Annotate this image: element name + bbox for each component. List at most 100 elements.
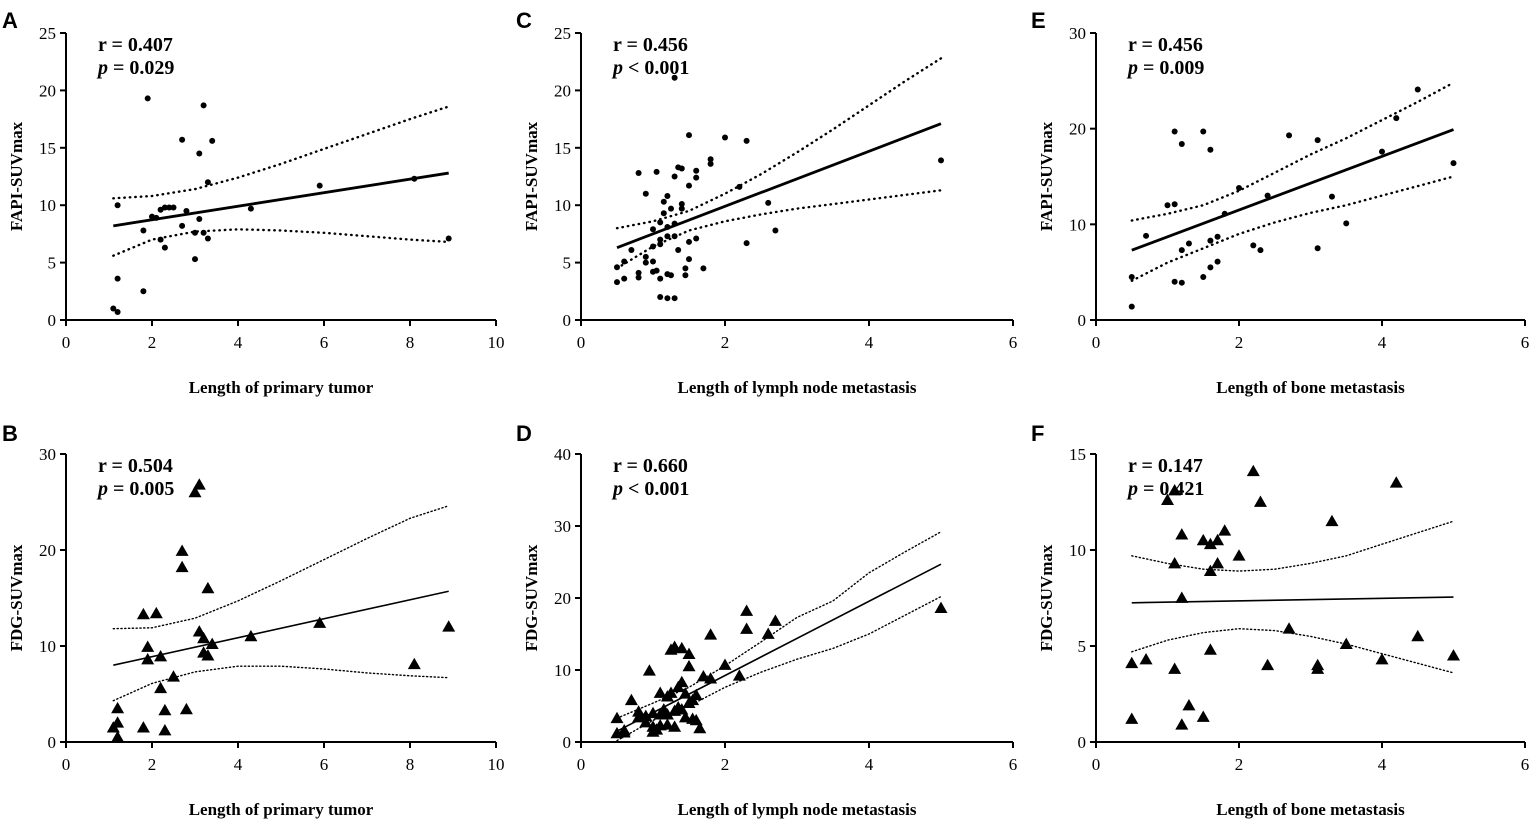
y-tick-label: 10 [554,661,571,680]
data-point-triangle [642,664,656,676]
data-point-triangle [1175,528,1189,540]
data-point [635,274,642,281]
x-tick-label: 0 [577,755,586,774]
data-point [671,74,678,81]
data-point-triangle [136,607,150,620]
data-point [657,236,664,243]
y-tick-label: 0 [1078,311,1087,330]
p-value: p < 0.001 [611,478,689,500]
p-symbol: p [96,478,108,500]
data-point [110,305,117,312]
data-point-triangle [1182,699,1196,711]
x-tick-label: 2 [721,333,730,352]
y-tick-label: 30 [39,445,56,464]
data-point [1200,273,1207,280]
data-point-triangle [192,478,206,490]
data-point [686,132,692,139]
y-tick-label: 25 [554,24,571,43]
y-tick-label: 30 [1069,24,1086,43]
data-point-triangle [201,581,215,594]
y-tick-label: 20 [39,541,56,560]
data-point [179,222,186,229]
data-point-triangle [175,560,189,573]
panel-d: D 0 2 4 6 0 10 20 30 40 Length of lymph node metas… [516,421,1017,819]
data-point [668,205,674,212]
data-point [1314,137,1321,144]
x-tick-label: 2 [148,755,157,774]
x-tick-label: 2 [1235,333,1244,352]
data-point-triangle [192,625,206,637]
x-tick-label: 4 [234,333,243,352]
data-point-triangle [689,688,703,701]
x-axis-label: Length of bone metastasis [1216,378,1405,397]
data-point [671,233,678,240]
p-symbol: p [1126,57,1138,79]
data-point-triangle [179,702,193,715]
data-point [614,264,620,271]
panel-letter: C [516,8,532,33]
data-point [678,165,685,172]
data-point [1250,242,1257,249]
y-tick-label: 5 [48,254,57,273]
data-point-triangle [1175,591,1189,603]
p-symbol: p [611,478,623,500]
data-point [664,224,671,231]
data-point-triangle [664,686,678,698]
ci-upper-line [112,105,450,200]
x-tick-label: 4 [1378,755,1387,774]
data-point [1214,233,1221,240]
data-point-triangle [1311,662,1325,674]
data-point-triangle [1168,662,1182,674]
y-axis-label: FAPI-SUVmax [7,121,26,231]
data-point [1286,132,1293,139]
x-tick-label: 4 [865,755,874,774]
data-point [1379,148,1385,155]
data-point [668,272,674,279]
data-point-triangle [205,637,219,649]
p-value-text: < 0.001 [623,478,689,500]
data-point [642,259,649,266]
p-symbol: p [1126,478,1138,500]
p-value-text: < 0.001 [623,57,689,79]
y-tick-label: 5 [563,254,572,273]
data-point [1328,193,1335,200]
ci-upper-line [1130,81,1455,222]
data-point-triangle [1389,476,1403,488]
data-point [678,201,685,208]
data-point-triangle [1168,483,1182,496]
x-axis-label: Length of bone metastasis [1216,800,1405,819]
data-point [707,156,714,163]
data-point [700,265,707,272]
data-point [650,243,656,250]
data-point-triangle [201,649,215,661]
data-point-triangle [111,730,125,743]
data-point-triangle [313,616,327,628]
x-tick-label: 0 [1092,333,1101,352]
regression-line [616,563,942,732]
data-point-triangle [682,659,696,672]
y-tick-label: 0 [563,733,572,752]
data-point-triangle [167,670,180,682]
y-tick-label: 10 [1069,541,1086,560]
data-point [209,137,216,144]
data-point [161,204,168,211]
data-point [743,240,750,247]
y-axis-label: FDG-SUVmax [1037,544,1056,651]
regression-line [113,590,449,666]
x-axis-label: Length of lymph node metastasis [678,378,917,397]
data-point-triangle [696,669,710,682]
data-point [682,265,689,272]
data-point-triangle [617,726,631,738]
regression-line [616,122,942,249]
data-point [1264,192,1271,199]
data-point [1128,273,1135,280]
data-point [664,295,671,302]
data-point-triangle [1161,493,1174,505]
data-point [1128,303,1135,310]
data-point-triangle [678,687,692,699]
data-point-triangle [689,713,703,726]
data-point [938,157,944,164]
data-point-triangle [1253,495,1267,507]
x-tick-label: 4 [1378,333,1387,352]
data-point-triangle [1168,556,1182,569]
